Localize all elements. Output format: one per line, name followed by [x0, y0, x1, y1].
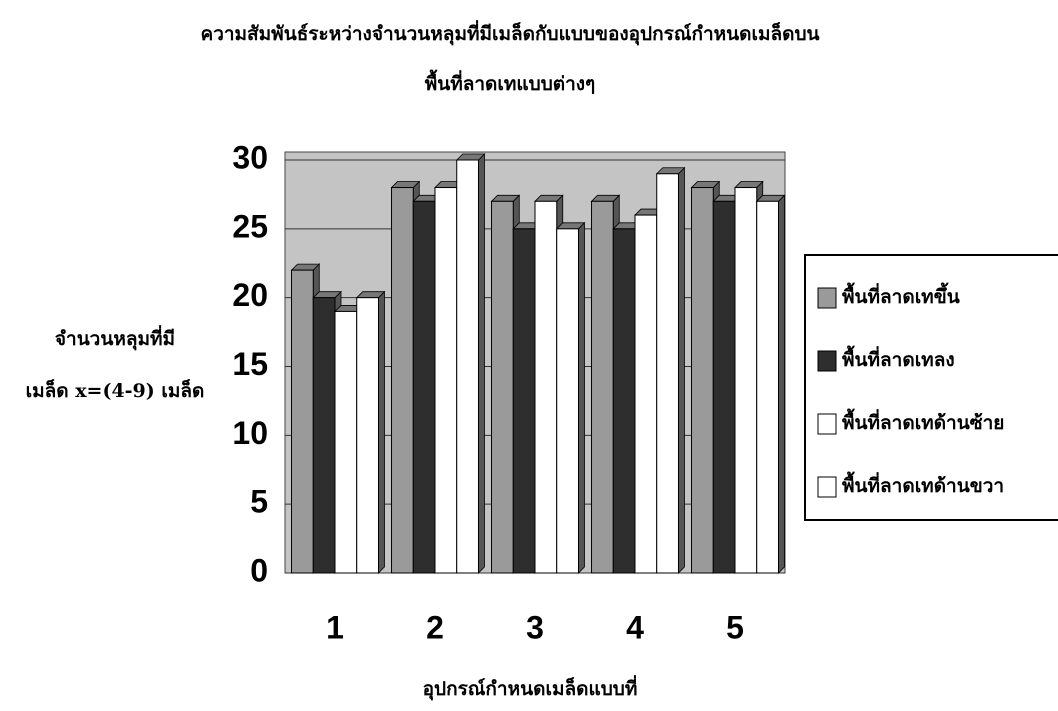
legend-label: พื้นที่ลาดเทลง: [842, 345, 955, 371]
bar-side: [478, 153, 485, 574]
x-axis-label: อุปกรณ์กำหนดเมล็ดแบบที่: [423, 675, 638, 701]
legend-swatch: [817, 350, 837, 372]
y-tick-label: 15: [232, 346, 268, 382]
y-tick-label: 0: [250, 552, 268, 588]
legend-label: พื้นที่ลาดเทด้านขวา: [842, 471, 1004, 497]
bar: [656, 173, 679, 574]
bar: [291, 269, 314, 574]
x-tick-label: 3: [526, 609, 544, 645]
bar: [412, 200, 436, 574]
bar: [691, 187, 714, 574]
bar: [356, 297, 379, 574]
y-tick-label: 30: [232, 139, 268, 175]
bar: [612, 228, 636, 574]
legend-label: พื้นที่ลาดเทด้านซ้าย: [842, 408, 1004, 434]
bar-side: [678, 166, 685, 574]
bar: [456, 159, 479, 574]
y-axis-label: จำนวนหลุมที่มี: [55, 325, 175, 351]
legend-swatch: [817, 476, 837, 498]
legend-swatch: [817, 413, 837, 435]
x-tick-label: 4: [626, 609, 644, 645]
chart-title: ความสัมพันธ์ระหว่างจำนวนหลุมที่มีเมล็ดกั…: [200, 20, 819, 46]
bar: [534, 200, 558, 574]
bar: [634, 214, 658, 574]
x-tick-label: 1: [326, 609, 344, 645]
bar: [556, 228, 579, 574]
legend-swatch: [817, 287, 837, 309]
chart-title: พื้นที่ลาดเทแบบต่างๆ: [425, 69, 596, 95]
y-tick-label: 5: [250, 484, 268, 520]
legend: [804, 254, 1058, 521]
bar-side: [578, 221, 585, 574]
bar-side: [378, 290, 385, 574]
y-axis-label: เมล็ด x=(4-9) เมล็ด: [26, 378, 205, 402]
bar: [512, 228, 536, 574]
bar: [434, 187, 458, 574]
y-tick-label: 10: [232, 415, 268, 451]
bar: [312, 297, 336, 574]
bar: [712, 200, 736, 574]
bar: [391, 187, 414, 574]
legend-label: พื้นที่ลาดเทขึ้น: [842, 282, 960, 308]
bar: [734, 187, 758, 574]
bar: [591, 200, 614, 574]
bar: [756, 200, 779, 574]
bar: [334, 310, 358, 574]
x-tick-label: 5: [726, 609, 744, 645]
x-tick-label: 2: [426, 609, 444, 645]
bar-side: [778, 194, 785, 574]
y-tick-label: 25: [232, 208, 268, 244]
y-tick-label: 20: [232, 277, 268, 313]
bar: [491, 200, 514, 574]
